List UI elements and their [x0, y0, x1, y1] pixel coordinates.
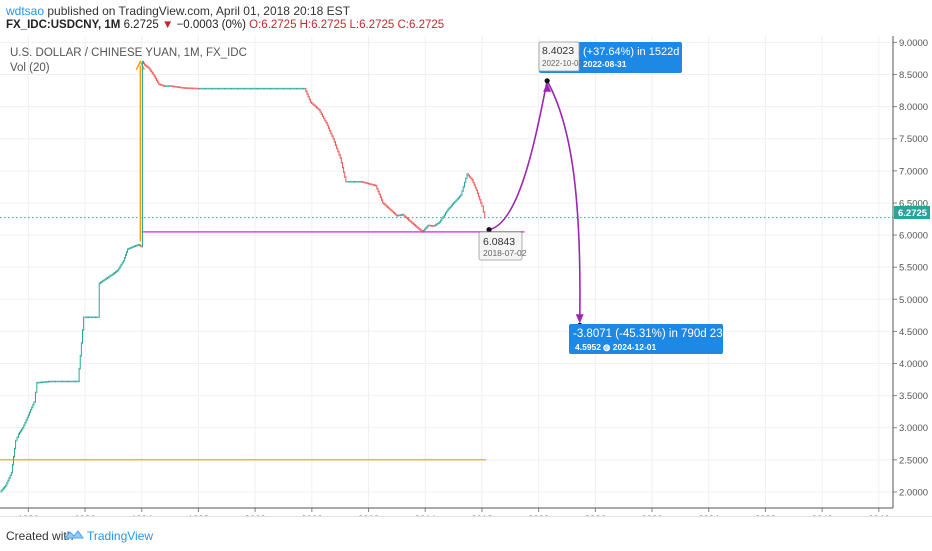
projection-lines	[486, 78, 584, 328]
plot-background	[0, 36, 893, 508]
price-chart[interactable]: 2.0000 2.5000 3.0000 3.5000 4.0000 4.5000 5.00…	[0, 36, 932, 525]
y-tick-label: 8.5000	[899, 70, 928, 81]
down-arrow-icon: ▼	[161, 19, 174, 31]
y-tick-label: 6.5000	[899, 198, 928, 209]
last-price-tag-text: 6.2725	[898, 208, 928, 219]
last-price-tag-box	[894, 206, 930, 219]
down-date: ◍ 2024-12-01	[603, 342, 657, 352]
price-axis[interactable]: 2.0000 2.5000 3.0000 3.5000 4.0000 4.5000 5.00…	[892, 36, 928, 508]
horizontal-lines	[0, 60, 893, 461]
up-callout: 8.4023 2022-10-03 (+37.64%) in 1522d 202…	[538, 41, 682, 73]
publish-line: wdtsao published on TradingView.com, Apr…	[6, 4, 350, 18]
time-axis[interactable]: 1986199019941998200220062010201420182022…	[0, 507, 893, 525]
chart-legend: U.S. DOLLAR / CHINESE YUAN, 1M, FX_IDC V…	[10, 46, 247, 76]
projection-arrow-head	[575, 314, 584, 324]
y-tick-label: 6.0000	[899, 231, 928, 242]
y-tick-label: 5.0000	[899, 295, 928, 306]
projection-point	[544, 78, 550, 84]
created-with-text: Created with	[6, 529, 74, 543]
author-link[interactable]: wdtsao	[6, 4, 45, 18]
projection-up-curve	[488, 80, 548, 231]
legend-title: U.S. DOLLAR / CHINESE YUAN, 1M, FX_IDC	[10, 47, 247, 59]
low-label-price: 6.0843	[483, 236, 515, 248]
down-callout: -3.8071 (-45.31%) in 790d 23h 4.5952 ◍ 2…	[569, 324, 729, 354]
y-tick-label: 3.0000	[899, 423, 928, 434]
y-tick-label: 3.5000	[899, 391, 928, 402]
last-price-tag: 6.2725	[894, 206, 930, 219]
tradingview-logo-icon	[64, 530, 84, 539]
projection-up-arrow-head	[543, 82, 552, 92]
up-price-box	[538, 41, 580, 72]
low-label-box	[478, 231, 523, 261]
y-tick-label: 2.5000	[899, 455, 928, 466]
up-date-1: 2022-10-03	[542, 59, 583, 68]
up-date-2: 2022-08-31	[583, 59, 627, 69]
symbol-name: FX_IDC:USDCNY, 1M	[6, 19, 121, 31]
low-label: 6.0843 2018-07-02	[478, 231, 527, 261]
down-price: 4.5952	[575, 342, 601, 352]
ohlc-values: O:6.2725 H:6.2725 L:6.2725 C:6.2725	[249, 19, 445, 31]
up-callout-text: (+37.64%) in 1522d	[583, 46, 679, 58]
low-label-date: 2018-07-02	[483, 248, 527, 258]
y-tick-label: 8.0000	[899, 102, 928, 113]
footer: Created with TradingView	[0, 516, 932, 551]
price-change: −0.0003 (0%)	[176, 19, 246, 31]
price-series	[0, 60, 486, 493]
down-callout-box	[569, 324, 723, 354]
down-callout-text: -3.8071 (-45.31%) in 790d 23h	[573, 328, 729, 340]
y-tick-label: 5.5000	[899, 263, 928, 274]
legend-volume: Vol (20)	[10, 62, 50, 74]
symbol-line: FX_IDC:USDCNY, 1M 6.2725 ▼ −0.0003 (0%) …	[6, 19, 444, 31]
y-tick-label: 4.5000	[899, 327, 928, 338]
y-tick-label: 9.0000	[899, 38, 928, 49]
y-tick-label: 7.0000	[899, 166, 928, 177]
up-price: 8.4023	[542, 45, 574, 57]
orange-arrow-head	[135, 60, 145, 71]
publish-info: published on TradingView.com, April 01, …	[47, 4, 351, 18]
y-tick-label: 2.0000	[899, 487, 928, 498]
y-tick-label: 7.5000	[899, 134, 928, 145]
y-tick-label: 4.0000	[899, 359, 928, 370]
last-price: 6.2725	[123, 19, 159, 31]
chart-area[interactable]: 2.0000 2.5000 3.0000 3.5000 4.0000 4.5000 5.00…	[0, 36, 932, 525]
tradingview-link[interactable]: TradingView	[87, 529, 154, 543]
chart-header: wdtsao published on TradingView.com, Apr…	[0, 0, 932, 36]
projection-point	[486, 227, 492, 233]
grid-lines	[0, 36, 893, 508]
projection-down-curve	[546, 80, 581, 320]
